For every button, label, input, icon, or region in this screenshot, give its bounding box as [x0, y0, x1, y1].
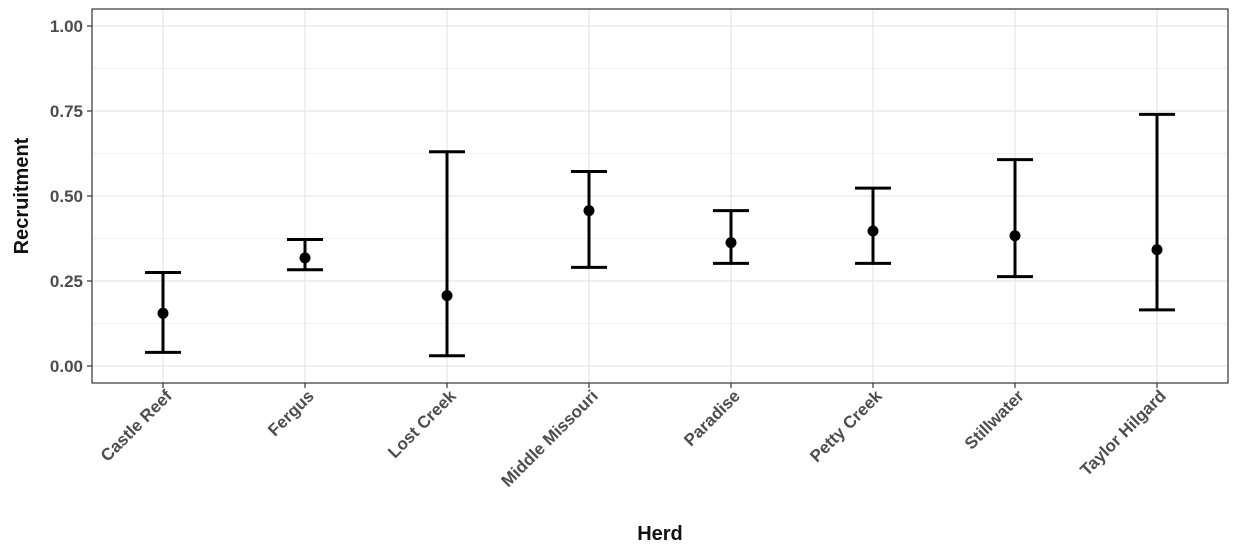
y-axis-tick-labels: 0.00 0.25 0.50 0.75 1.00: [50, 17, 83, 376]
minor-gridlines: [92, 68, 1228, 324]
x-tick-label: Paradise: [680, 386, 744, 450]
y-axis-ticks: [87, 25, 92, 367]
error-bar-group: [1139, 112, 1175, 312]
estimate-point: [725, 237, 737, 249]
x-tick-label: Fergus: [264, 386, 318, 440]
x-tick-label: Stillwater: [961, 386, 1028, 453]
major-gridlines: [92, 9, 1228, 383]
error-bar-group: [713, 209, 749, 265]
estimate-point: [867, 225, 879, 237]
y-tick-label: 0.50: [50, 187, 83, 206]
y-tick-label: 0.25: [50, 272, 83, 291]
x-tick-label: Petty Creek: [806, 386, 886, 466]
error-bar-group: [571, 170, 607, 269]
error-bar-group: [145, 271, 181, 354]
x-axis-ticks: [162, 383, 1158, 388]
y-axis-title: Recruitment: [11, 137, 33, 254]
error-bar-group: [855, 186, 891, 265]
estimate-point: [1009, 230, 1021, 242]
x-tick-label: Middle Missouri: [498, 386, 602, 490]
y-tick-label: 1.00: [50, 17, 83, 36]
x-tick-label: Castle Reef: [97, 386, 176, 465]
error-bar-group: [287, 238, 323, 272]
estimate-point: [583, 205, 595, 217]
estimate-point: [1151, 244, 1163, 256]
y-tick-label: 0.00: [50, 357, 83, 376]
y-tick-label: 0.75: [50, 102, 83, 121]
x-tick-label: Lost Creek: [384, 386, 460, 462]
error-bar-group: [997, 158, 1033, 279]
estimate-point: [157, 307, 169, 319]
estimate-point: [299, 252, 311, 264]
error-bar-series: [145, 112, 1175, 358]
x-axis-tick-labels: Castle Reef Fergus Lost Creek Middle Missou…: [97, 386, 1170, 491]
estimate-point: [441, 290, 453, 302]
x-tick-label: Taylor Hilgard: [1076, 386, 1169, 479]
x-axis-title: Herd: [637, 523, 683, 545]
error-bar-group: [429, 150, 465, 358]
